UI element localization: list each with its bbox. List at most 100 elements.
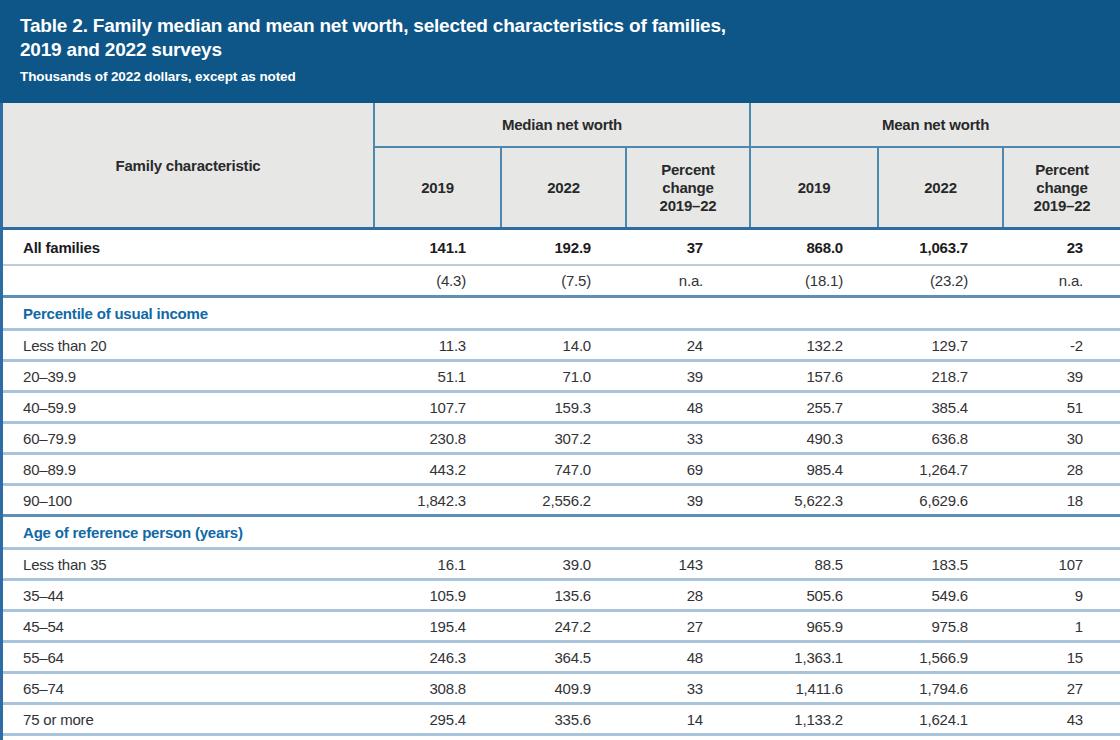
table-body: All families141.1192.937868.01,063.723(4… [3,230,1120,733]
value-cell: 39 [1002,362,1120,390]
value-cell: 1,063.7 [877,230,1002,264]
column-header-label: 2019 [421,179,454,197]
value-cell: 129.7 [877,331,1002,359]
value-cell: -2 [1002,331,1120,359]
value-cell: 48 [625,393,749,421]
table-row: 65–74308.8409.9331,411.61,794.627 [3,671,1120,702]
value-cell: 364.5 [500,643,625,671]
value-cell: 985.4 [749,455,877,483]
value-cell: 2,556.2 [500,486,625,514]
value-cell: 868.0 [749,230,877,264]
row-label: Age of reference person (years) [3,517,1120,547]
row-label: 40–59.9 [3,393,375,421]
value-cell: 490.3 [749,424,877,452]
table-row: Less than 2011.314.024132.2129.7-2 [3,328,1120,359]
value-cell: 183.5 [877,550,1002,578]
column-header-median-2022: 2022 [500,148,625,227]
value-cell: 33 [625,674,749,702]
section-header-row: Percentile of usual income [3,295,1120,328]
net-worth-table: Family characteristic Median net worth M… [0,103,1120,740]
table-subtitle: Thousands of 2022 dollars, except as not… [20,69,1096,84]
table-title-line1: Table 2. Family median and mean net wort… [20,15,726,36]
value-cell: 107.7 [375,393,500,421]
value-cell: 195.4 [375,612,500,640]
column-group-median-net-worth: Median net worth [375,103,749,148]
column-header-label: 2022 [547,179,580,197]
column-header-median-percent-change: Percent change 2019–22 [625,148,749,227]
row-label: 90–100 [3,486,375,514]
value-cell: 88.5 [749,550,877,578]
column-header-family-characteristic: Family characteristic [3,103,375,227]
value-cell: 307.2 [500,424,625,452]
value-cell: n.a. [625,266,749,295]
row-label: Less than 20 [3,331,375,359]
value-cell: 636.8 [877,424,1002,452]
table-row: 60–79.9230.8307.233490.3636.830 [3,421,1120,452]
value-cell: 141.1 [375,230,500,264]
value-cell: 18 [1002,486,1120,514]
value-cell: 28 [1002,455,1120,483]
value-cell: 1,794.6 [877,674,1002,702]
value-cell: 218.7 [877,362,1002,390]
value-cell: 132.2 [749,331,877,359]
value-cell: 143 [625,550,749,578]
value-cell: 1,566.9 [877,643,1002,671]
table-row: 20–39.951.171.039157.6218.739 [3,359,1120,390]
value-cell: 965.9 [749,612,877,640]
value-cell: 39 [625,362,749,390]
value-cell: 51.1 [375,362,500,390]
value-cell: 385.4 [877,393,1002,421]
row-label: 20–39.9 [3,362,375,390]
value-cell: 246.3 [375,643,500,671]
document-page: Table 2. Family median and mean net wort… [0,0,1120,740]
value-cell: 6,629.6 [877,486,1002,514]
table-row: All families141.1192.937868.01,063.723 [3,230,1120,264]
value-cell: 1,411.6 [749,674,877,702]
value-cell: 33 [625,424,749,452]
value-cell: 975.8 [877,612,1002,640]
value-cell: 192.9 [500,230,625,264]
column-header-label: Percent change 2019–22 [650,161,726,215]
value-cell: 14.0 [500,331,625,359]
value-cell: 1,842.3 [375,486,500,514]
value-cell: 23 [1002,230,1120,264]
value-cell: 71.0 [500,362,625,390]
table-title-line2: 2019 and 2022 surveys [20,39,222,60]
value-cell: 39.0 [500,550,625,578]
value-cell: 1,363.1 [749,643,877,671]
value-cell: 1,133.2 [749,705,877,733]
column-header-median-2019: 2019 [375,148,500,227]
table-row: 75 or more295.4335.6141,133.21,624.143 [3,702,1120,733]
value-cell: 14 [625,705,749,733]
value-cell: 105.9 [375,581,500,609]
row-label: 75 or more [3,705,375,733]
row-label: Less than 35 [3,550,375,578]
column-header-label: 2022 [924,179,957,197]
value-cell: 1,624.1 [877,705,1002,733]
table-title-band: Table 2. Family median and mean net wort… [0,0,1120,103]
table-row: Less than 3516.139.014388.5183.5107 [3,547,1120,578]
row-label: 55–64 [3,643,375,671]
value-cell: 505.6 [749,581,877,609]
value-cell: 9 [1002,581,1120,609]
row-label: 45–54 [3,612,375,640]
value-cell: 15 [1002,643,1120,671]
value-cell: n.a. [1002,266,1120,295]
value-cell: 51 [1002,393,1120,421]
table-row: 35–44105.9135.628505.6549.69 [3,578,1120,609]
value-cell: 43 [1002,705,1120,733]
value-cell: 747.0 [500,455,625,483]
value-cell: (4.3) [375,266,500,295]
value-cell: 549.6 [877,581,1002,609]
row-label: All families [3,230,375,264]
table-row: 45–54195.4247.227965.9975.81 [3,609,1120,640]
value-cell: 107 [1002,550,1120,578]
value-cell: 157.6 [749,362,877,390]
value-cell: 28 [625,581,749,609]
value-cell: 1 [1002,612,1120,640]
value-cell: 443.2 [375,455,500,483]
row-label: 35–44 [3,581,375,609]
value-cell: 5,622.3 [749,486,877,514]
value-cell: (7.5) [500,266,625,295]
value-cell: (23.2) [877,266,1002,295]
